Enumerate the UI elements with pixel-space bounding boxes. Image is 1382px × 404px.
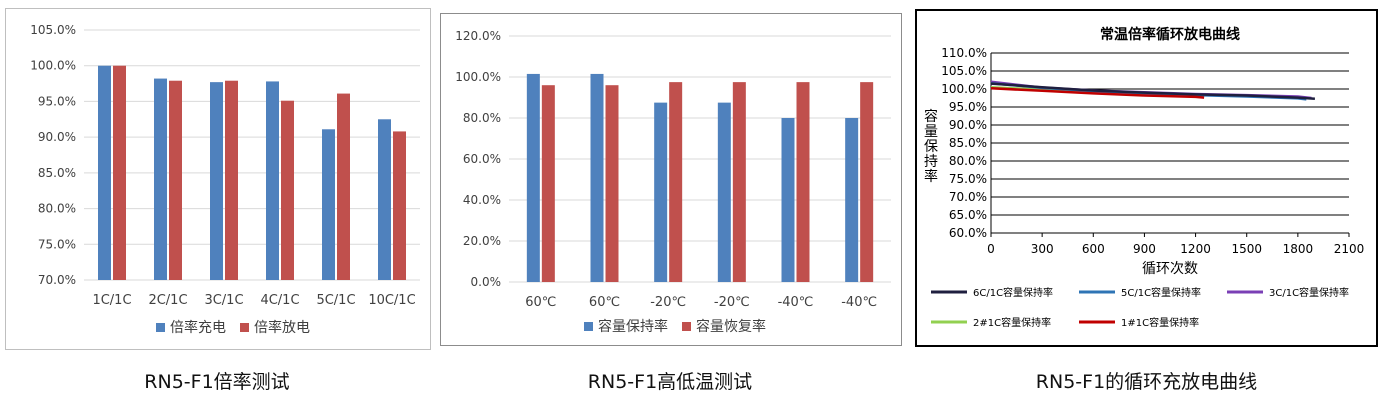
temp-chart-xtick-label: -20℃ xyxy=(650,295,686,310)
cycle-chart-ytick-label: 110.0% xyxy=(941,46,987,60)
temp-chart-ytick-label: 100.0% xyxy=(455,70,501,84)
cycle-chart-xlabel: 循环次数 xyxy=(1142,261,1198,277)
cycle-chart-ytick-label: 100.0% xyxy=(941,82,987,96)
rate-chart-legend-label: 倍率放电 xyxy=(254,319,310,336)
temp-chart-bar xyxy=(781,118,795,282)
cycle-chart-legend-label: 6C/1C容量保持率 xyxy=(973,286,1053,299)
rate-chart-ytick-label: 100.0% xyxy=(30,59,76,73)
rate-chart-bar xyxy=(393,131,406,280)
rate-chart-bar xyxy=(378,119,391,281)
temp-chart-legend-label: 容量保持率 xyxy=(598,318,668,335)
rate-test-chart: 70.0% 75.0% 80.0% 85.0% 90.0% 95.0% 100.0% 105.… xyxy=(30,23,420,336)
temp-chart-bar xyxy=(541,85,555,282)
temp-chart-bar xyxy=(654,102,668,282)
temp-chart-bar xyxy=(717,102,731,282)
rate-chart-xtick-label: 4C/1C xyxy=(260,293,299,308)
cycle-chart-xtick-label: 1800 xyxy=(1283,242,1314,256)
cycle-chart-xtick-label: 1500 xyxy=(1231,242,1262,256)
cycle-chart-ytick-label: 70.0% xyxy=(949,190,987,204)
rate-chart-ytick-label: 90.0% xyxy=(38,130,76,144)
rate-chart-xtick-label: 1C/1C xyxy=(92,293,131,308)
rate-chart-bar xyxy=(281,100,294,280)
temp-chart-legend-swatch xyxy=(682,322,691,331)
cycle-chart-ytick-label: 95.0% xyxy=(949,100,987,114)
rate-chart-bar xyxy=(266,81,279,280)
rate-chart-ytick-label: 105.0% xyxy=(30,23,76,37)
temp-chart-xtick-label: -20℃ xyxy=(714,295,750,310)
temp-chart-bar xyxy=(845,118,859,282)
rate-chart-ytick-label: 95.0% xyxy=(38,94,76,108)
temp-chart-bar xyxy=(796,82,810,282)
rate-chart-xtick-label: 5C/1C xyxy=(316,293,355,308)
rate-chart-ytick-label: 80.0% xyxy=(38,202,76,216)
cycle-chart-title: 常温倍率循环放电曲线 xyxy=(1100,26,1240,43)
cycle-chart-ytick-label: 105.0% xyxy=(941,64,987,78)
temp-chart-ytick-label: 20.0% xyxy=(463,234,501,248)
rate-chart-ytick-label: 70.0% xyxy=(38,273,76,287)
cycle-chart-ytick-label: 85.0% xyxy=(949,136,987,150)
cycle-chart-xtick-label: 300 xyxy=(1031,242,1054,256)
rate-chart-legend-swatch xyxy=(156,323,165,332)
cycle-chart-xtick-label: 2100 xyxy=(1334,242,1365,256)
rate-chart-legend-label: 倍率充电 xyxy=(170,319,226,336)
rate-test-caption: RN5-F1倍率测试 xyxy=(144,371,290,393)
rate-chart-bar xyxy=(210,82,223,281)
temp-chart-xtick-label: -40℃ xyxy=(778,295,814,310)
cycle-curve-caption: RN5-F1的循环充放电曲线 xyxy=(1035,371,1258,393)
temp-chart-legend-swatch xyxy=(584,322,593,331)
rate-chart-bar xyxy=(225,80,238,280)
temp-chart-bar xyxy=(732,82,746,282)
cycle-chart-ytick-label: 90.0% xyxy=(949,118,987,132)
cycle-chart-ytick-label: 65.0% xyxy=(949,208,987,222)
temp-chart-bar xyxy=(669,82,683,282)
temp-chart-ytick-label: 0.0% xyxy=(471,275,502,289)
rate-test-chart-panel: 70.0% 75.0% 80.0% 85.0% 90.0% 95.0% 100.0% 105.… xyxy=(5,8,431,350)
cycle-chart-legend-label: 2#1C容量保持率 xyxy=(973,316,1051,329)
temperature-test-chart: 0.0% 20.0% 40.0% 60.0% 80.0% 100.0% 120.0% 60℃ 6… xyxy=(455,29,891,335)
cycle-chart-xtick-label: 600 xyxy=(1082,242,1105,256)
rate-chart-xtick-label: 2C/1C xyxy=(148,293,187,308)
cycle-chart-xtick-label: 0 xyxy=(987,242,995,256)
temp-chart-bar xyxy=(860,82,874,282)
cycle-chart-legend-label: 1#1C容量保持率 xyxy=(1121,316,1199,329)
temperature-test-caption: RN5-F1高低温测试 xyxy=(587,371,753,393)
temp-chart-xtick-label: -40℃ xyxy=(841,295,877,310)
temp-chart-ytick-label: 120.0% xyxy=(455,29,501,43)
rate-chart-bar xyxy=(154,78,167,280)
temp-chart-bar xyxy=(590,73,604,282)
rate-chart-bar xyxy=(169,80,182,280)
rate-chart-bar xyxy=(98,65,111,280)
cycle-chart-legend-label: 5C/1C容量保持率 xyxy=(1121,286,1201,299)
temp-chart-bar xyxy=(526,73,540,282)
cycle-chart-series-line xyxy=(990,82,1315,100)
temp-chart-ytick-label: 60.0% xyxy=(463,152,501,166)
temperature-test-chart-panel: 0.0% 20.0% 40.0% 60.0% 80.0% 100.0% 120.0% 60℃ 6… xyxy=(440,13,902,346)
temp-chart-legend-label: 容量恢复率 xyxy=(696,318,766,335)
rate-chart-ytick-label: 75.0% xyxy=(38,237,76,251)
temp-chart-xtick-label: 60℃ xyxy=(525,295,556,310)
rate-chart-bar xyxy=(113,65,126,280)
rate-chart-xtick-label: 10C/1C xyxy=(368,293,415,308)
cycle-chart-ylabel: 容量保持率 xyxy=(924,108,938,185)
cycle-chart-series-line xyxy=(990,87,1205,99)
rate-chart-legend-swatch xyxy=(240,323,249,332)
temp-chart-bar xyxy=(605,85,619,282)
rate-chart-bar xyxy=(337,93,350,280)
cycle-chart-ytick-label: 75.0% xyxy=(949,172,987,186)
cycle-curve-chart: 常温倍率循环放电曲线 60.0% 65.0% 70.0% 75.0% 80.0% 85.0%… xyxy=(924,26,1365,329)
temp-chart-xtick-label: 60℃ xyxy=(589,295,620,310)
temp-chart-ytick-label: 40.0% xyxy=(463,193,501,207)
rate-chart-bar xyxy=(322,129,335,280)
cycle-curve-chart-panel: 常温倍率循环放电曲线 60.0% 65.0% 70.0% 75.0% 80.0% 85.0%… xyxy=(915,9,1378,347)
cycle-chart-legend-label: 3C/1C容量保持率 xyxy=(1269,286,1349,299)
cycle-chart-xtick-label: 900 xyxy=(1133,242,1156,256)
rate-chart-xtick-label: 3C/1C xyxy=(204,293,243,308)
cycle-chart-xtick-label: 1200 xyxy=(1180,242,1211,256)
temp-chart-ytick-label: 80.0% xyxy=(463,111,501,125)
cycle-chart-ytick-label: 60.0% xyxy=(949,226,987,240)
cycle-chart-ytick-label: 80.0% xyxy=(949,154,987,168)
rate-chart-ytick-label: 85.0% xyxy=(38,166,76,180)
